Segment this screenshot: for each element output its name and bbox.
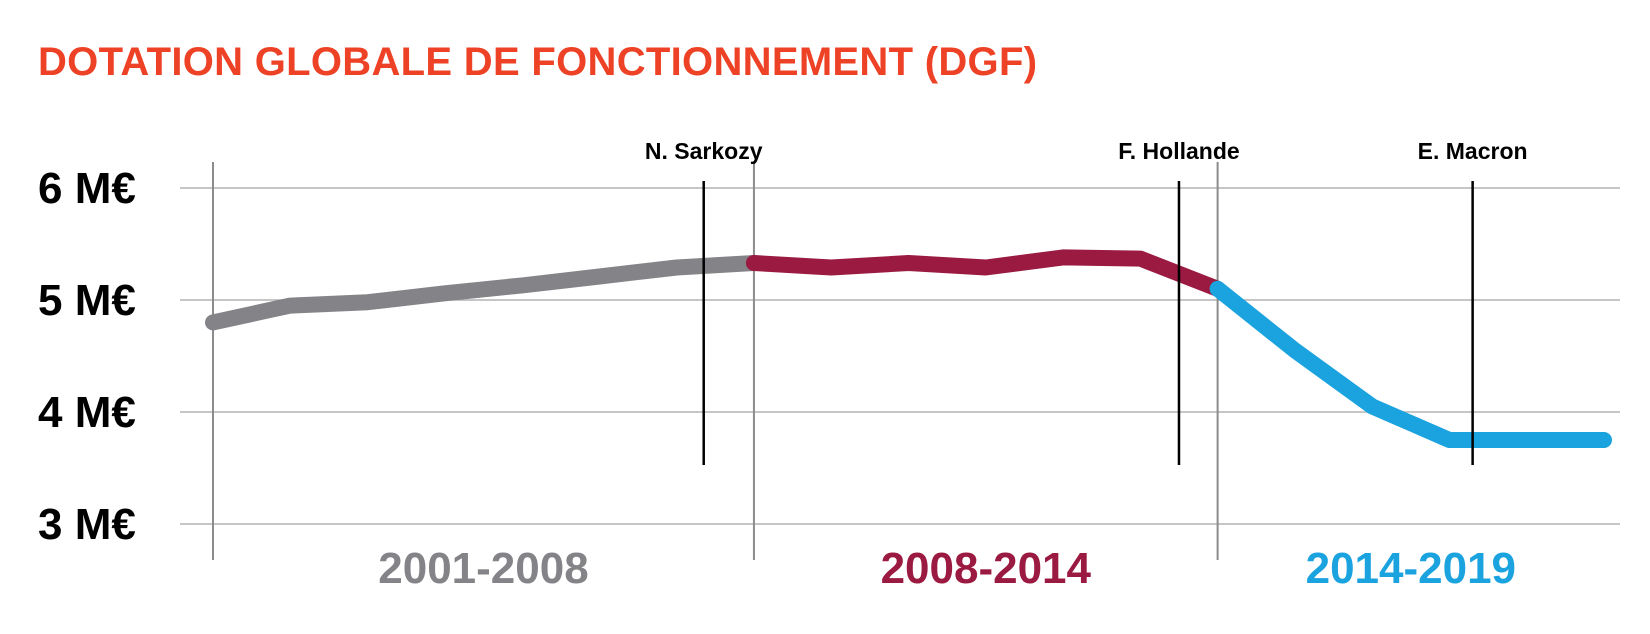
grid-lines	[180, 187, 1620, 525]
period-label: 2001-2008	[378, 544, 588, 593]
period-labels: 2001-2008 2008-2014 2014-2019	[378, 544, 1516, 593]
series-line-2008-2014	[745, 249, 1226, 297]
series-lines	[205, 249, 1612, 448]
period-label: 2008-2014	[881, 544, 1092, 593]
series-line-2014-2019	[1209, 280, 1612, 448]
president-label: N. Sarkozy	[645, 138, 763, 164]
period-boundary-lines	[212, 162, 1219, 560]
y-tick-label: 6 M€	[38, 164, 136, 213]
y-tick-label: 4 M€	[38, 388, 136, 437]
president-label: E. Macron	[1418, 138, 1528, 164]
y-tick-label: 3 M€	[38, 500, 136, 549]
y-tick-label: 5 M€	[38, 276, 136, 325]
period-label: 2014-2019	[1306, 544, 1516, 593]
president-markers: N. Sarkozy F. Hollande E. Macron	[645, 138, 1528, 465]
series-line-2001-2008	[205, 255, 762, 331]
president-label: F. Hollande	[1118, 138, 1239, 164]
chart-title: DOTATION GLOBALE DE FONCTIONNEMENT (DGF)	[38, 40, 1038, 84]
y-axis-tick-labels: 6 M€ 5 M€ 4 M€ 3 M€	[38, 164, 136, 549]
